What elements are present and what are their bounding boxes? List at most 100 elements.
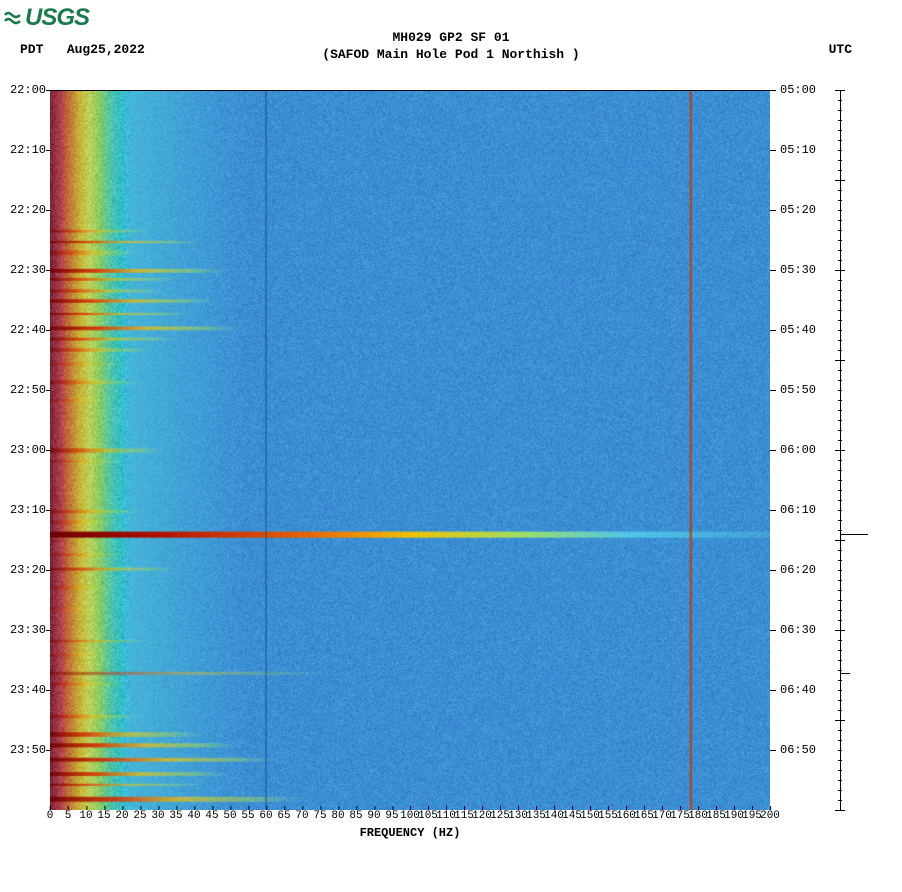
x-tick: 25 xyxy=(133,810,146,822)
amp-tick-minor xyxy=(838,90,842,91)
amp-tick-minor xyxy=(838,500,842,501)
amp-tick-minor xyxy=(838,760,842,761)
amp-tick-minor xyxy=(838,650,842,651)
amp-tick-minor xyxy=(838,630,842,631)
x-tick: 110 xyxy=(436,810,456,822)
x-tick: 55 xyxy=(241,810,254,822)
amp-tick-minor xyxy=(838,290,842,291)
y-tick-left: 22:30 xyxy=(10,263,46,277)
amp-tick-minor xyxy=(838,730,842,731)
x-tick: 120 xyxy=(472,810,492,822)
date: Aug25,2022 xyxy=(67,42,145,57)
y-tick-left: 22:50 xyxy=(10,383,46,397)
amp-tick-minor xyxy=(838,450,842,451)
y-tick-right: 06:30 xyxy=(780,623,816,637)
amp-tick-minor xyxy=(838,260,842,261)
amp-tick-minor xyxy=(838,230,842,231)
x-tick: 200 xyxy=(760,810,780,822)
amp-tick-minor xyxy=(838,170,842,171)
y-tick-right: 06:00 xyxy=(780,443,816,457)
spectrogram-plot xyxy=(50,90,770,810)
x-tick: 190 xyxy=(724,810,744,822)
amp-tick-minor xyxy=(838,750,842,751)
y-tick-right: 06:10 xyxy=(780,503,816,517)
x-tick: 155 xyxy=(598,810,618,822)
spectrogram-canvas xyxy=(50,91,770,810)
usgs-text: USGS xyxy=(25,4,89,32)
y-tick-left: 22:40 xyxy=(10,323,46,337)
amp-tick-minor xyxy=(838,690,842,691)
amp-spike xyxy=(840,673,850,674)
amp-tick-minor xyxy=(838,280,842,281)
amp-tick-minor xyxy=(838,320,842,321)
y-tick-left: 23:10 xyxy=(10,503,46,517)
x-tick: 65 xyxy=(277,810,290,822)
x-tick: 80 xyxy=(331,810,344,822)
amp-tick-minor xyxy=(838,240,842,241)
amp-tick-minor xyxy=(838,570,842,571)
y-tick-right: 06:20 xyxy=(780,563,816,577)
y-tick-right: 06:40 xyxy=(780,683,816,697)
y-tick-left: 22:10 xyxy=(10,143,46,157)
amp-tick-minor xyxy=(838,720,842,721)
x-tick: 145 xyxy=(562,810,582,822)
amp-tick-minor xyxy=(838,770,842,771)
tz-left: PDT xyxy=(20,42,43,57)
amp-tick-minor xyxy=(838,420,842,421)
y-tick-right: 05:40 xyxy=(780,323,816,337)
amp-tick-minor xyxy=(838,780,842,781)
x-tick: 150 xyxy=(580,810,600,822)
amp-tick-minor xyxy=(838,370,842,371)
amp-tick-minor xyxy=(838,640,842,641)
amp-tick-minor xyxy=(838,410,842,411)
x-tick: 70 xyxy=(295,810,308,822)
amp-tick-minor xyxy=(838,480,842,481)
x-tick: 0 xyxy=(47,810,54,822)
x-tick: 115 xyxy=(454,810,474,822)
amp-tick-minor xyxy=(838,340,842,341)
amp-tick-minor xyxy=(838,550,842,551)
amp-tick-minor xyxy=(838,350,842,351)
x-tick: 50 xyxy=(223,810,236,822)
x-tick: 30 xyxy=(151,810,164,822)
usgs-wave-icon xyxy=(4,9,22,27)
amplitude-scale xyxy=(840,90,841,810)
amp-tick-minor xyxy=(838,220,842,221)
amp-tick-minor xyxy=(838,470,842,471)
x-tick: 45 xyxy=(205,810,218,822)
amp-tick-minor xyxy=(838,490,842,491)
y-tick-right: 06:50 xyxy=(780,743,816,757)
amp-tick-minor xyxy=(838,680,842,681)
y-tick-left: 23:30 xyxy=(10,623,46,637)
y-tick-left: 22:20 xyxy=(10,203,46,217)
x-tick: 20 xyxy=(115,810,128,822)
amp-tick-minor xyxy=(838,440,842,441)
amp-tick-minor xyxy=(838,400,842,401)
x-tick: 100 xyxy=(400,810,420,822)
amp-tick-minor xyxy=(838,190,842,191)
amp-tick-minor xyxy=(838,120,842,121)
amp-tick-minor xyxy=(838,140,842,141)
y-tick-left: 23:00 xyxy=(10,443,46,457)
header-left: PDT Aug25,2022 xyxy=(20,42,145,57)
x-tick: 75 xyxy=(313,810,326,822)
amp-tick-minor xyxy=(838,510,842,511)
x-tick: 10 xyxy=(79,810,92,822)
amp-tick-minor xyxy=(838,210,842,211)
amp-tick-minor xyxy=(838,530,842,531)
x-tick: 175 xyxy=(670,810,690,822)
amp-tick-minor xyxy=(838,670,842,671)
amp-tick-minor xyxy=(838,160,842,161)
amp-tick-minor xyxy=(838,200,842,201)
amp-tick-minor xyxy=(838,560,842,561)
x-axis-label: FREQUENCY (HZ) xyxy=(50,826,770,840)
amp-tick-minor xyxy=(838,590,842,591)
y-tick-right: 05:00 xyxy=(780,83,816,97)
x-tick: 195 xyxy=(742,810,762,822)
x-tick: 130 xyxy=(508,810,528,822)
amp-tick-minor xyxy=(838,110,842,111)
x-tick: 185 xyxy=(706,810,726,822)
x-tick: 85 xyxy=(349,810,362,822)
y-tick-right: 05:20 xyxy=(780,203,816,217)
amp-tick-minor xyxy=(838,710,842,711)
